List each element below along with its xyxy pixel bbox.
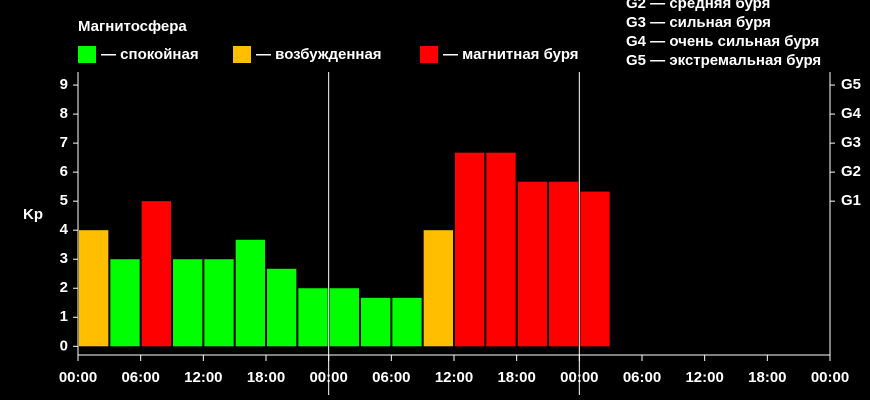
x-tick-label: 00:00	[560, 369, 598, 386]
x-tick-label: 00:00	[59, 369, 97, 386]
x-tick-label: 12:00	[435, 369, 473, 386]
y2-tick-label: G2	[841, 163, 861, 180]
y2-tick-label: G3	[841, 134, 861, 151]
bar	[580, 191, 610, 347]
legend-swatch	[420, 46, 438, 63]
legend-label: — возбужденная	[256, 46, 382, 63]
bar	[79, 230, 109, 347]
bar	[549, 181, 579, 347]
y2-tick-label: G5	[841, 76, 861, 93]
y-tick-label: 1	[60, 308, 68, 325]
bar	[517, 181, 547, 347]
scale-note: G2 — средняя буря	[626, 0, 770, 12]
legend-swatch	[78, 46, 96, 63]
x-tick-label: 18:00	[497, 369, 535, 386]
bar	[141, 201, 171, 347]
bar	[361, 297, 391, 347]
scale-note: G5 — экстремальная буря	[626, 52, 821, 69]
x-tick-label: 00:00	[811, 369, 849, 386]
y-tick-label: 4	[60, 221, 69, 238]
bar	[486, 152, 516, 347]
legend-swatch	[233, 46, 251, 63]
y2-tick-label: G1	[841, 192, 861, 209]
bar	[329, 288, 359, 347]
y-tick-label: 6	[60, 163, 68, 180]
bar	[392, 297, 422, 347]
x-tick-label: 00:00	[309, 369, 347, 386]
bar	[298, 288, 328, 347]
y-tick-label: 0	[60, 337, 68, 354]
bar	[455, 152, 485, 347]
y-tick-label: 7	[60, 134, 68, 151]
legend-label: — магнитная буря	[443, 46, 579, 63]
x-tick-label: 18:00	[247, 369, 285, 386]
y-axis-label: Kp	[23, 206, 43, 223]
bar	[267, 268, 297, 347]
legend-title: Магнитосфера	[78, 18, 187, 35]
y-tick-label: 5	[60, 192, 68, 209]
bar	[235, 239, 265, 347]
y2-tick-label: G4	[841, 105, 862, 122]
bar	[110, 259, 140, 347]
x-tick-label: 12:00	[184, 369, 222, 386]
legend-label: — спокойная	[101, 46, 199, 63]
y-tick-label: 3	[60, 250, 68, 267]
scale-note: G3 — сильная буря	[626, 14, 771, 31]
x-tick-label: 06:00	[372, 369, 410, 386]
x-tick-label: 06:00	[623, 369, 661, 386]
y-tick-label: 2	[60, 279, 68, 296]
x-tick-label: 06:00	[121, 369, 159, 386]
bar	[204, 259, 234, 347]
y-tick-label: 9	[60, 76, 68, 93]
bar	[423, 230, 453, 347]
y-tick-label: 8	[60, 105, 68, 122]
x-tick-label: 12:00	[685, 369, 723, 386]
scale-note: G4 — очень сильная буря	[626, 33, 819, 50]
x-tick-label: 18:00	[748, 369, 786, 386]
bar	[173, 259, 203, 347]
